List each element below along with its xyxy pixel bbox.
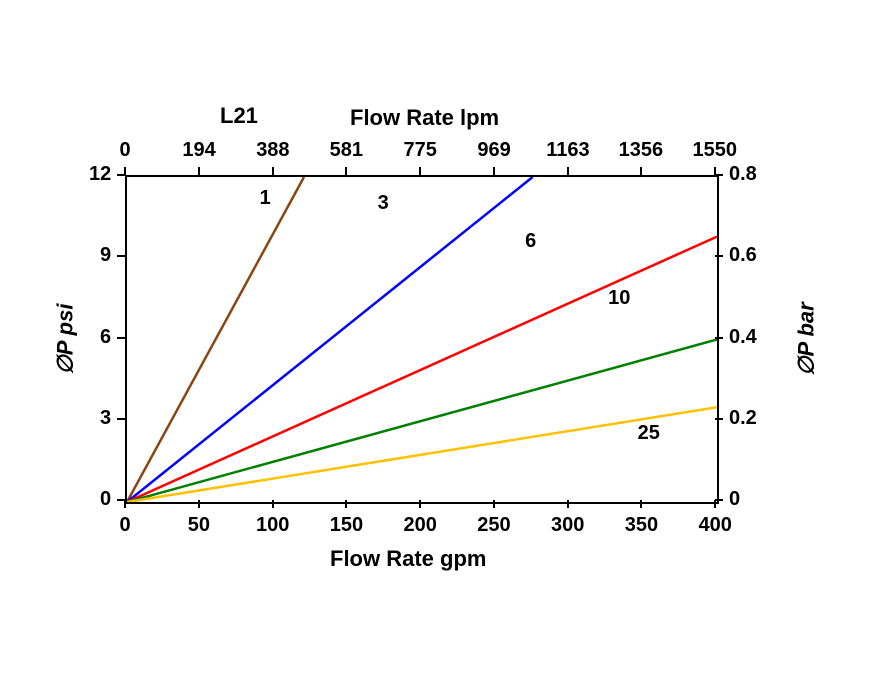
y-left-tick — [117, 418, 125, 420]
x-top-tick-label: 775 — [404, 139, 437, 162]
x-top-tick-label: 581 — [330, 139, 363, 162]
x-bottom-tick-label: 200 — [404, 514, 437, 537]
series-label-10: 10 — [608, 287, 630, 310]
x-top-tick — [272, 167, 274, 175]
chart-lines — [127, 177, 717, 502]
x-bottom-tick-label: 0 — [120, 514, 131, 537]
x-top-tick-label: 1550 — [693, 139, 738, 162]
series-line-1 — [127, 177, 304, 502]
y-axis-right-title: ∅P bar — [794, 302, 820, 375]
x-top-tick — [345, 167, 347, 175]
x-top-tick-label: 1356 — [619, 139, 664, 162]
y-left-tick-label: 6 — [100, 326, 111, 349]
model-label: L21 — [220, 103, 258, 129]
x-axis-bottom-title: Flow Rate gpm — [330, 546, 486, 572]
x-bottom-tick-label: 350 — [625, 514, 658, 537]
y-right-tick-label: 0.2 — [729, 407, 757, 430]
x-bottom-tick-label: 150 — [330, 514, 363, 537]
y-right-tick — [715, 418, 723, 420]
x-bottom-tick-label: 300 — [551, 514, 584, 537]
x-top-tick — [493, 167, 495, 175]
x-bottom-tick — [198, 500, 200, 508]
y-left-tick-label: 12 — [89, 163, 111, 186]
x-top-tick — [419, 167, 421, 175]
y-right-tick-label: 0.4 — [729, 326, 757, 349]
x-top-tick-label: 0 — [120, 139, 131, 162]
x-bottom-tick — [124, 500, 126, 508]
y-right-tick — [715, 337, 723, 339]
y-left-tick-label: 3 — [100, 407, 111, 430]
x-bottom-tick-label: 400 — [699, 514, 732, 537]
x-bottom-tick — [640, 500, 642, 508]
series-label-3: 3 — [378, 192, 389, 215]
x-top-tick-label: 194 — [182, 139, 215, 162]
x-top-tick — [567, 167, 569, 175]
plot-area — [125, 175, 719, 504]
y-left-tick-label: 0 — [100, 488, 111, 511]
y-right-tick-label: 0 — [729, 488, 740, 511]
x-top-tick — [640, 167, 642, 175]
y-right-tick — [715, 255, 723, 257]
x-top-tick-label: 388 — [256, 139, 289, 162]
x-axis-top-title: Flow Rate lpm — [350, 105, 499, 131]
series-line-6 — [127, 237, 717, 502]
x-bottom-tick — [419, 500, 421, 508]
series-label-1: 1 — [260, 187, 271, 210]
y-right-tick — [715, 174, 723, 176]
x-bottom-tick — [345, 500, 347, 508]
x-top-tick — [198, 167, 200, 175]
y-right-tick-label: 0.8 — [729, 163, 757, 186]
x-bottom-tick — [272, 500, 274, 508]
x-top-tick-label: 969 — [477, 139, 510, 162]
x-bottom-tick — [493, 500, 495, 508]
y-left-tick — [117, 499, 125, 501]
y-left-tick — [117, 337, 125, 339]
y-left-tick-label: 9 — [100, 244, 111, 267]
x-bottom-tick-label: 250 — [477, 514, 510, 537]
x-bottom-tick — [567, 500, 569, 508]
y-left-tick — [117, 174, 125, 176]
x-top-tick-label: 1163 — [546, 139, 589, 162]
y-right-tick — [715, 499, 723, 501]
series-line-3 — [127, 177, 533, 502]
series-label-25: 25 — [638, 422, 660, 445]
series-label-6: 6 — [525, 230, 536, 253]
y-axis-left-title: ∅P psi — [52, 303, 78, 374]
y-right-tick-label: 0.6 — [729, 244, 757, 267]
x-bottom-tick-label: 100 — [256, 514, 289, 537]
x-bottom-tick — [714, 500, 716, 508]
y-left-tick — [117, 255, 125, 257]
x-bottom-tick-label: 50 — [188, 514, 210, 537]
chart-stage: Flow Rate gpm Flow Rate lpm L21 ∅P psi ∅… — [0, 0, 891, 687]
